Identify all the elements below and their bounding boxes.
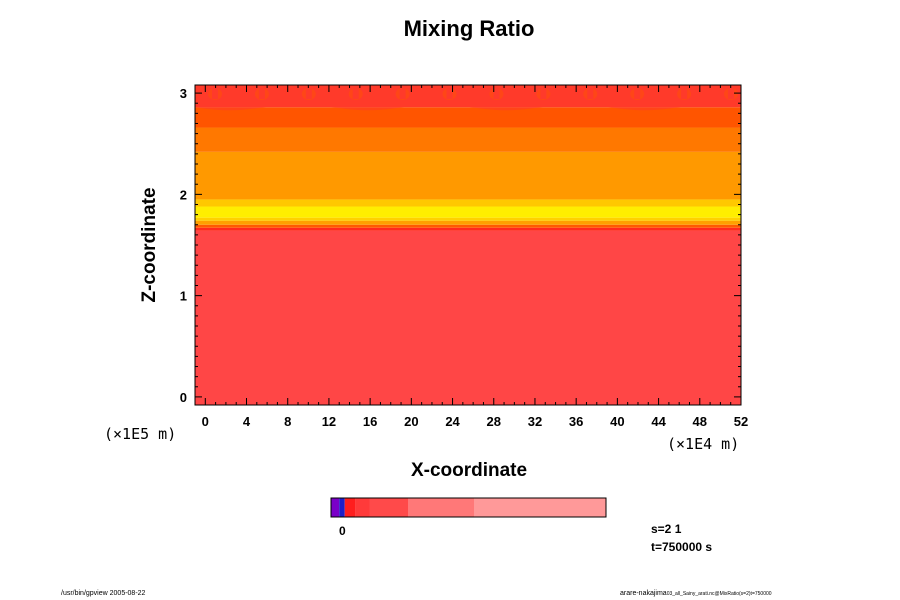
s-value: s=2 1	[651, 522, 682, 536]
contour-band-7	[195, 151, 741, 200]
colorbar-segment-2	[344, 498, 356, 517]
x-tick-label: 24	[445, 414, 460, 429]
x-tick-label: 48	[693, 414, 707, 429]
colorbar-label: 0	[339, 524, 346, 538]
x-tick-label: 44	[651, 414, 666, 429]
colorbar-segment-6	[474, 498, 606, 517]
chart-title: Mixing Ratio	[403, 16, 535, 41]
x-tick-label: 28	[487, 414, 501, 429]
x-tick-label: 8	[284, 414, 291, 429]
y-tick-label: 3	[180, 86, 187, 101]
footer-right-main: arare-nakajima	[620, 590, 667, 597]
contour-band-5	[195, 206, 741, 218]
colorbar-segment-3	[355, 498, 370, 517]
contour-band-2	[195, 224, 741, 228]
x-tick-label: 32	[528, 414, 542, 429]
x-tick-label: 52	[734, 414, 748, 429]
contour-bands	[195, 85, 741, 405]
contour-band-3	[195, 220, 741, 225]
y-axis-label: Z-coordinate	[139, 187, 160, 303]
x-axis-label: X-coordinate	[410, 460, 528, 481]
contour-band-9	[195, 107, 741, 128]
x-scale-label: (×1E4 m)	[667, 435, 740, 453]
x-tick-label: 40	[610, 414, 624, 429]
y-tick-label: 2	[180, 187, 187, 202]
colorbar-segment-5	[408, 498, 474, 517]
x-tick-label: 16	[363, 414, 377, 429]
x-tick-label: 0	[202, 414, 209, 429]
y-tick-label: 0	[180, 390, 187, 405]
x-tick-label: 36	[569, 414, 583, 429]
x-tick-label: 4	[243, 414, 251, 429]
y-scale-label: (×1E5 m)	[104, 425, 177, 443]
y-tick-label: 1	[180, 289, 187, 304]
contour-band-0	[195, 230, 741, 405]
x-tick-label: 20	[404, 414, 418, 429]
contour-band-1	[195, 227, 741, 231]
contour-band-8	[195, 127, 741, 152]
top-wave-pattern	[195, 85, 741, 111]
colorbar-segment-0	[331, 498, 340, 517]
footer-right-small: 03_all_Sainy_arati.nc@MixRatio(s=2)t=750…	[666, 591, 772, 597]
x-tick-label: 12	[322, 414, 336, 429]
colorbar-frame	[330, 497, 607, 518]
top-layer-boundary	[195, 85, 741, 111]
colorbar-segment-1	[339, 498, 345, 517]
footer-right: arare-nakajima03_all_Sainy_arati.nc@MixR…	[620, 590, 772, 597]
colorbar-segment-4	[369, 498, 408, 517]
t-value: t=750000 s	[651, 540, 713, 554]
footer-left: /usr/bin/gpview 2005-08-22	[61, 590, 146, 597]
colorbar	[330, 497, 607, 518]
contour-band-6	[195, 199, 741, 207]
contour-band-4	[195, 217, 741, 221]
